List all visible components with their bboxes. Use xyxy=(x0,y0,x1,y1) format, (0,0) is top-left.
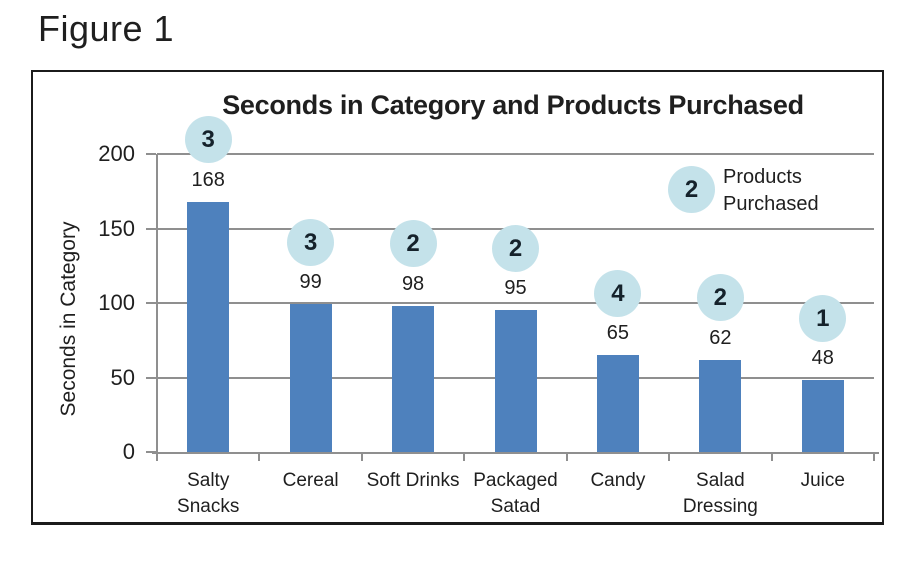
x-category-label-4-line0: Candy xyxy=(590,470,646,491)
bar-value-label-0: 168 xyxy=(191,168,225,191)
x-category-label-1-line0: Cereal xyxy=(282,470,339,491)
chart-plot-area: Seconds in Category and Products Purchas… xyxy=(33,72,882,522)
bar-2 xyxy=(392,305,435,452)
x-tick-4 xyxy=(565,452,568,461)
y-tick-label-150: 150 xyxy=(98,215,135,241)
legend-label: Products Purchased xyxy=(723,164,819,218)
y-tick-0 xyxy=(146,451,156,453)
x-category-label-0: Salty Snacks xyxy=(157,468,259,520)
y-tick-label-50: 50 xyxy=(110,364,135,390)
x-category-label-5-line0: Salad xyxy=(696,470,745,491)
bar-value-label-1: 99 xyxy=(299,271,322,294)
bar-3 xyxy=(494,310,537,452)
products-bubble-2: 2 xyxy=(389,220,437,268)
x-category-label-6: Juice xyxy=(772,468,874,494)
x-axis-line xyxy=(152,452,879,454)
x-category-label-2: Soft Drinks xyxy=(362,468,464,494)
y-axis-line xyxy=(156,154,158,454)
figure-label: Figure 1 xyxy=(38,8,175,49)
products-bubble-0: 3 xyxy=(184,116,232,164)
products-bubble-6: 1 xyxy=(799,294,847,342)
x-tick-1 xyxy=(258,452,261,461)
y-tick-50 xyxy=(146,376,156,379)
bar-value-label-6: 48 xyxy=(811,347,834,370)
gridline-200 xyxy=(157,153,874,155)
legend-bubble-icon: 2 xyxy=(668,166,715,213)
x-tick-5 xyxy=(668,452,671,461)
x-category-label-1: Cereal xyxy=(259,468,361,494)
gridline-100 xyxy=(157,302,874,304)
y-tick-label-100: 100 xyxy=(98,290,135,315)
y-tick-150 xyxy=(146,227,156,230)
x-category-label-3: Packaged Satad xyxy=(464,468,566,520)
bar-value-label-2: 98 xyxy=(401,272,425,295)
x-category-label-6-line0: Juice xyxy=(800,470,845,491)
x-category-label-3-line1: Satad xyxy=(490,496,541,517)
chart-title: Seconds in Category and Products Purchas… xyxy=(222,90,804,120)
x-category-label-2-line0: Soft Drinks xyxy=(366,470,460,491)
x-tick-7 xyxy=(873,452,875,461)
legend-label-line2: Purchased xyxy=(723,193,819,215)
bar-value-label-3: 95 xyxy=(504,277,527,300)
x-category-label-5-line1: Dressing xyxy=(682,496,758,517)
x-category-label-5: Salad Dressing xyxy=(669,468,771,520)
bar-6 xyxy=(801,380,844,452)
products-bubble-1: 3 xyxy=(287,218,335,266)
bar-0 xyxy=(187,201,230,452)
y-tick-100 xyxy=(146,302,156,304)
products-bubble-3: 2 xyxy=(492,224,539,272)
products-bubble-5: 2 xyxy=(696,274,744,322)
x-category-label-0-line0: Salty xyxy=(187,470,230,491)
y-tick-200 xyxy=(146,153,156,155)
y-tick-label-0: 0 xyxy=(122,439,135,464)
x-tick-0 xyxy=(156,452,158,461)
products-bubble-4: 4 xyxy=(594,269,642,317)
bar-5 xyxy=(699,359,742,452)
x-tick-6 xyxy=(770,452,773,461)
legend-label-line1: Products xyxy=(723,166,802,188)
chart-box: Seconds in Category and Products Purchas… xyxy=(31,70,884,525)
x-category-label-0-line1: Snacks xyxy=(177,496,240,517)
y-axis-title: Seconds in Category xyxy=(57,221,80,417)
bar-4 xyxy=(596,355,639,452)
x-category-label-4: Candy xyxy=(567,468,669,494)
bar-value-label-5: 62 xyxy=(709,326,732,349)
x-tick-2 xyxy=(360,452,363,461)
bar-value-label-4: 65 xyxy=(606,322,630,345)
y-tick-label-200: 200 xyxy=(98,141,135,166)
x-category-label-3-line0: Packaged xyxy=(473,470,558,491)
x-tick-3 xyxy=(463,452,466,461)
bar-1 xyxy=(289,304,332,452)
